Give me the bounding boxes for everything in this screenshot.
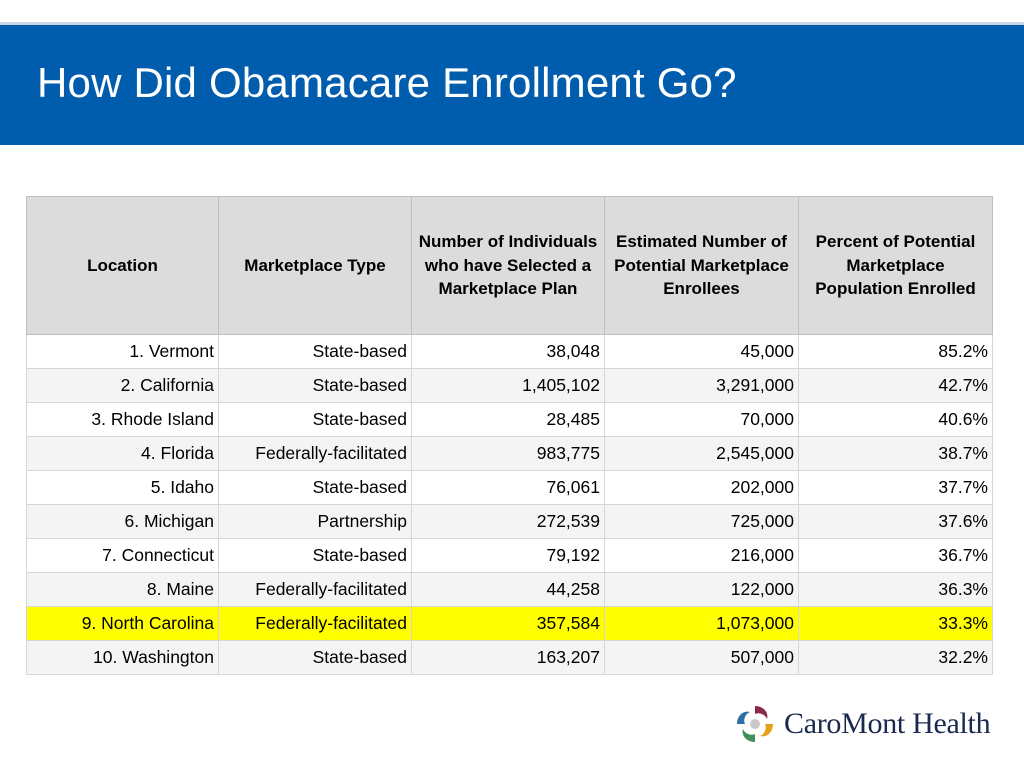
- cell-marketplace-type: State-based: [218, 640, 412, 675]
- enrollment-table: Location Marketplace Type Number of Indi…: [26, 196, 993, 675]
- cell-location: 2. California: [26, 368, 219, 403]
- cell-marketplace-type: State-based: [218, 470, 412, 505]
- cell-percent-enrolled: 32.2%: [798, 640, 993, 675]
- header-individuals-selected: Number of Individuals who have Selected …: [411, 196, 605, 335]
- cell-percent-enrolled: 36.7%: [798, 538, 993, 573]
- cell-potential-enrollees: 3,291,000: [604, 368, 799, 403]
- cell-potential-enrollees: 725,000: [604, 504, 799, 539]
- cell-marketplace-type: State-based: [218, 538, 412, 573]
- cell-potential-enrollees: 507,000: [604, 640, 799, 675]
- cell-percent-enrolled: 85.2%: [798, 334, 993, 369]
- logo-text: CaroMont Health: [784, 707, 991, 740]
- cell-potential-enrollees: 2,545,000: [604, 436, 799, 471]
- cell-location: 10. Washington: [26, 640, 219, 675]
- cell-potential-enrollees: 1,073,000: [604, 606, 799, 641]
- table-row: 7. Connecticut State-based 79,192 216,00…: [26, 538, 993, 573]
- cell-location: 4. Florida: [26, 436, 219, 471]
- cell-individuals-selected: 44,258: [411, 572, 605, 607]
- title-bar: How Did Obamacare Enrollment Go?: [0, 25, 1024, 145]
- cell-percent-enrolled: 37.6%: [798, 504, 993, 539]
- cell-marketplace-type: Partnership: [218, 504, 412, 539]
- cell-marketplace-type: Federally-facilitated: [218, 436, 412, 471]
- cell-marketplace-type: Federally-facilitated: [218, 606, 412, 641]
- table-row: 1. Vermont State-based 38,048 45,000 85.…: [26, 334, 993, 369]
- cell-potential-enrollees: 122,000: [604, 572, 799, 607]
- cell-location: 7. Connecticut: [26, 538, 219, 573]
- table-row: 3. Rhode Island State-based 28,485 70,00…: [26, 402, 993, 437]
- cell-percent-enrolled: 40.6%: [798, 402, 993, 437]
- header-potential-enrollees: Estimated Number of Potential Marketplac…: [604, 196, 799, 335]
- cell-location: 9. North Carolina: [26, 606, 219, 641]
- cell-potential-enrollees: 216,000: [604, 538, 799, 573]
- cell-location: 6. Michigan: [26, 504, 219, 539]
- cell-individuals-selected: 79,192: [411, 538, 605, 573]
- cell-individuals-selected: 28,485: [411, 402, 605, 437]
- cell-individuals-selected: 1,405,102: [411, 368, 605, 403]
- cell-individuals-selected: 38,048: [411, 334, 605, 369]
- table-row: 10. Washington State-based 163,207 507,0…: [26, 640, 993, 675]
- cell-individuals-selected: 357,584: [411, 606, 605, 641]
- caromont-logo: CaroMont Health: [733, 702, 991, 746]
- cell-percent-enrolled: 33.3%: [798, 606, 993, 641]
- table-header-row: Location Marketplace Type Number of Indi…: [26, 196, 993, 335]
- cell-marketplace-type: State-based: [218, 368, 412, 403]
- cell-marketplace-type: Federally-facilitated: [218, 572, 412, 607]
- cell-individuals-selected: 983,775: [411, 436, 605, 471]
- table-row: 2. California State-based 1,405,102 3,29…: [26, 368, 993, 403]
- cell-location: 3. Rhode Island: [26, 402, 219, 437]
- table-row: 6. Michigan Partnership 272,539 725,000 …: [26, 504, 993, 539]
- table-row: 5. Idaho State-based 76,061 202,000 37.7…: [26, 470, 993, 505]
- cell-percent-enrolled: 42.7%: [798, 368, 993, 403]
- cell-marketplace-type: State-based: [218, 402, 412, 437]
- cell-percent-enrolled: 37.7%: [798, 470, 993, 505]
- cell-potential-enrollees: 70,000: [604, 402, 799, 437]
- header-location: Location: [26, 196, 219, 335]
- slide-title: How Did Obamacare Enrollment Go?: [37, 59, 737, 106]
- top-rule: [0, 22, 1024, 25]
- header-marketplace-type: Marketplace Type: [218, 196, 412, 335]
- cell-location: 5. Idaho: [26, 470, 219, 505]
- table-row: 4. Florida Federally-facilitated 983,775…: [26, 436, 993, 471]
- header-percent-enrolled: Percent of Potential Marketplace Populat…: [798, 196, 993, 335]
- caromont-swirl-icon: [737, 706, 773, 742]
- cell-individuals-selected: 272,539: [411, 504, 605, 539]
- table-row-highlighted: 9. North Carolina Federally-facilitated …: [26, 606, 993, 641]
- cell-potential-enrollees: 202,000: [604, 470, 799, 505]
- cell-individuals-selected: 163,207: [411, 640, 605, 675]
- cell-location: 1. Vermont: [26, 334, 219, 369]
- cell-individuals-selected: 76,061: [411, 470, 605, 505]
- cell-location: 8. Maine: [26, 572, 219, 607]
- table-row: 8. Maine Federally-facilitated 44,258 12…: [26, 572, 993, 607]
- cell-percent-enrolled: 36.3%: [798, 572, 993, 607]
- cell-potential-enrollees: 45,000: [604, 334, 799, 369]
- cell-percent-enrolled: 38.7%: [798, 436, 993, 471]
- cell-marketplace-type: State-based: [218, 334, 412, 369]
